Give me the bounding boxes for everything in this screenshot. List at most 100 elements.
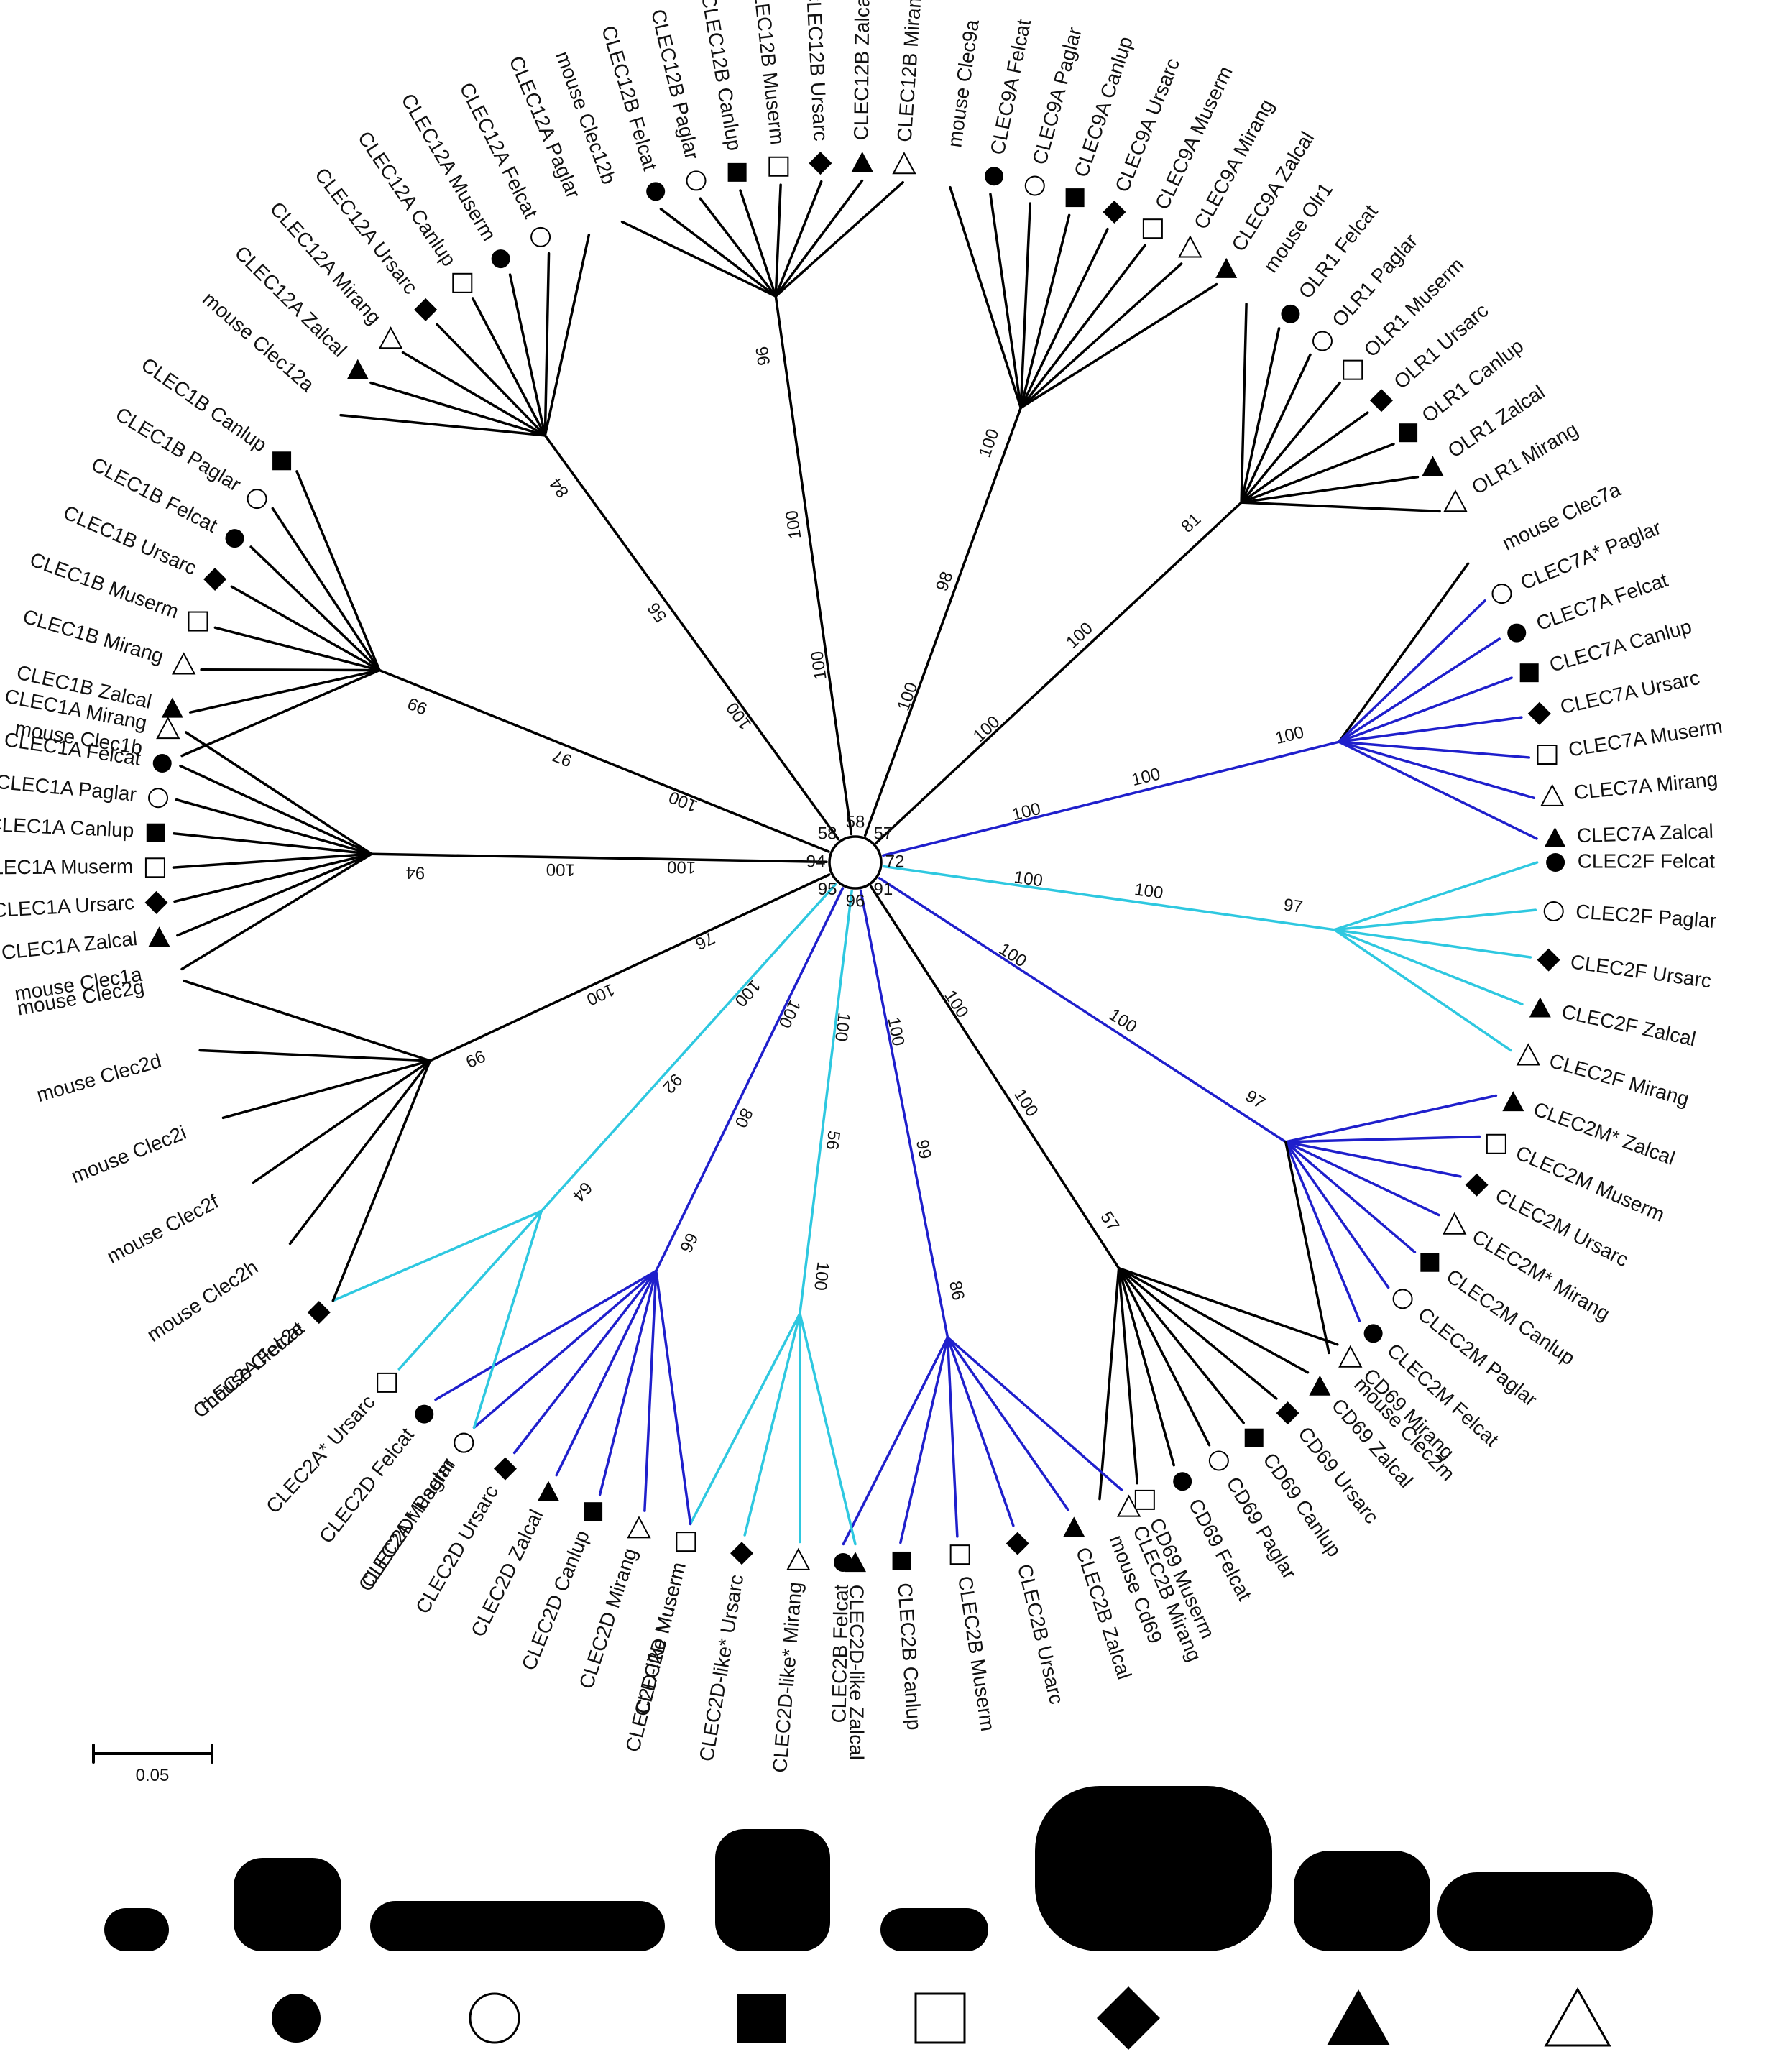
marker-clec2d-1 xyxy=(627,1516,651,1539)
marker-clec2d-6 xyxy=(415,1404,434,1424)
label-clec2d-1: CLEC2D Mirang xyxy=(575,1545,641,1691)
label-clec9a-0: CLEC9A Felcat xyxy=(986,17,1035,157)
marker-clec12b-4 xyxy=(809,152,832,175)
bootstrap-olr1-2: 81 xyxy=(1177,510,1205,537)
branch-olr1-5 xyxy=(1240,475,1420,504)
branch-clec2b-0 xyxy=(946,1336,1123,1491)
branch-clec1b-mouse xyxy=(180,668,381,758)
label-mouseclec2-m4: mouse Clec2d xyxy=(34,1049,164,1106)
label-clec1a-2: CLEC1A Muserm xyxy=(0,855,133,879)
branch-cd69-3 xyxy=(1117,1266,1245,1424)
branch-cd69-5 xyxy=(1117,1266,1176,1467)
label-clec7a-6: CLEC7A Zalcal xyxy=(1576,820,1714,847)
legend-sea-lion-filled-triangle-icon xyxy=(1327,1989,1390,2045)
branch-clec2m-mouse xyxy=(1284,1141,1330,1355)
branch-clec2b-1 xyxy=(946,1336,1070,1511)
branch-clec2m-1 xyxy=(1284,1135,1481,1143)
marker-clec7a-4 xyxy=(1537,745,1558,765)
branch-clec2m-0 xyxy=(1284,1094,1498,1143)
marker-olr1-0 xyxy=(1281,304,1300,323)
branch-clec1a-1 xyxy=(173,852,373,903)
marker-clec1b-1 xyxy=(171,652,196,675)
marker-clec2d-0 xyxy=(676,1532,696,1552)
branch-clec2m-3 xyxy=(1284,1141,1440,1217)
bootstrap-clec12b-1: 100 xyxy=(782,509,805,540)
marker-clec2a-1 xyxy=(377,1372,397,1393)
branch-olr1-3 xyxy=(1240,411,1369,504)
marker-clec7a-6 xyxy=(1544,827,1566,848)
bootstrap-center-2: 72 xyxy=(886,852,905,871)
marker-clec1a-2 xyxy=(144,857,165,878)
label-clec2f-2: CLEC2F Ursarc xyxy=(1569,950,1713,992)
branch-clec7a-1 xyxy=(1338,637,1501,743)
wolf-silhouette-icon xyxy=(715,1829,830,1951)
branch-clec12b-2 xyxy=(739,189,778,298)
marker-clec12a-1 xyxy=(378,326,403,349)
bootstrap-clec2f-1: 100 xyxy=(1133,880,1164,903)
branch-clec9a-stem xyxy=(863,406,1022,837)
marker-cd69-6 xyxy=(1134,1489,1155,1510)
label-clec2f-3: CLEC2F Zalcal xyxy=(1560,1000,1698,1051)
label-clec9a-1: CLEC9A Paglar xyxy=(1029,25,1086,167)
marker-clec2m-5 xyxy=(1392,1289,1413,1309)
label-clec2b-3: CLEC2B Muserm xyxy=(954,1575,999,1733)
branch-clec2m-2 xyxy=(1284,1141,1462,1178)
marker-clec1a-3 xyxy=(146,823,165,842)
branch-clec7a-mouse xyxy=(1338,562,1470,743)
bootstrap-clec2b-2: 86 xyxy=(945,1279,968,1302)
bootstrap-center-5: 95 xyxy=(818,880,837,899)
marker-clec1a-5 xyxy=(152,754,172,773)
branch-clec1b-0 xyxy=(188,668,381,714)
center-ring xyxy=(828,835,883,890)
marker-clec2f-0 xyxy=(1546,853,1565,872)
branch-clec7a-6 xyxy=(1338,740,1538,840)
branch-clec1a-0 xyxy=(176,852,373,937)
branch-clec12a-0 xyxy=(369,381,547,437)
marker-clec1a-6 xyxy=(156,717,180,740)
branch-mouseclec2-m1 xyxy=(288,1059,432,1245)
marker-clec2b-0 xyxy=(1116,1494,1141,1517)
bootstrap-clec2f-2: 97 xyxy=(1282,895,1304,916)
bootstrap-clec2m-0: 100 xyxy=(995,939,1030,971)
marker-clec2m-4 xyxy=(1420,1253,1440,1272)
branch-clec12a-6 xyxy=(543,234,591,437)
label-clec1a-3: CLEC1A Canlup xyxy=(0,813,134,842)
legend-seal-open-triangle-icon xyxy=(1544,1986,1611,2047)
marker-clec2b-3 xyxy=(949,1544,970,1565)
branch-mouseclec2-m5 xyxy=(183,979,432,1062)
bootstrap-clec2m-2: 97 xyxy=(1242,1087,1269,1113)
branch-cd69-stem xyxy=(870,885,1121,1270)
branch-clec12b-mouse xyxy=(620,220,778,298)
legend-bear-filled-diamond-icon xyxy=(1097,1986,1160,2050)
seal-silhouette-icon xyxy=(1438,1872,1653,1951)
branch-clec12b-4 xyxy=(774,180,823,298)
label-clec12b-5: CLEC12B Zalcal xyxy=(850,0,873,140)
bootstrap-center-6: 94 xyxy=(806,852,826,871)
branch-clec1a-stem xyxy=(370,852,828,864)
bootstrap-clec2b-0: 100 xyxy=(883,1016,908,1047)
branch-clec7a-4 xyxy=(1338,740,1531,759)
bootstrap-clec9a-0: 100 xyxy=(893,680,921,714)
branch-clec7a-3 xyxy=(1338,716,1523,743)
bootstrap-clec12a-0: 100 xyxy=(722,699,755,733)
branch-clec1b-4 xyxy=(249,545,381,672)
label-clec2b-2: CLEC2B Ursarc xyxy=(1013,1562,1068,1706)
branch-mouseclec2-stem xyxy=(428,873,831,1062)
bootstrap-clec2dlike-1: 56 xyxy=(822,1130,844,1151)
branch-clec2a-stem xyxy=(540,882,837,1212)
branch-clec12b-stem xyxy=(774,295,853,836)
bootstrap-mouseclec2-0: 76 xyxy=(692,928,718,954)
branch-clec2f-1 xyxy=(1333,908,1537,931)
branch-clec1b-6 xyxy=(295,470,381,672)
branch-clec2b-4 xyxy=(899,1336,949,1544)
branch-clec12a-5 xyxy=(543,252,551,437)
branch-clec2b-stem xyxy=(859,889,949,1339)
bootstrap-clec2a-2: 64 xyxy=(569,1178,596,1205)
marker-clec2m-0 xyxy=(1502,1091,1524,1112)
bear-silhouette-icon xyxy=(1035,1786,1272,1951)
marker-clec2m-2 xyxy=(1465,1173,1489,1197)
marker-clec9a-1 xyxy=(1024,175,1045,196)
scale-bar-label: 0.05 xyxy=(136,1766,170,1785)
label-clec1a-1: CLEC1A Ursarc xyxy=(0,891,135,921)
marker-clec9a-4 xyxy=(1142,218,1163,239)
